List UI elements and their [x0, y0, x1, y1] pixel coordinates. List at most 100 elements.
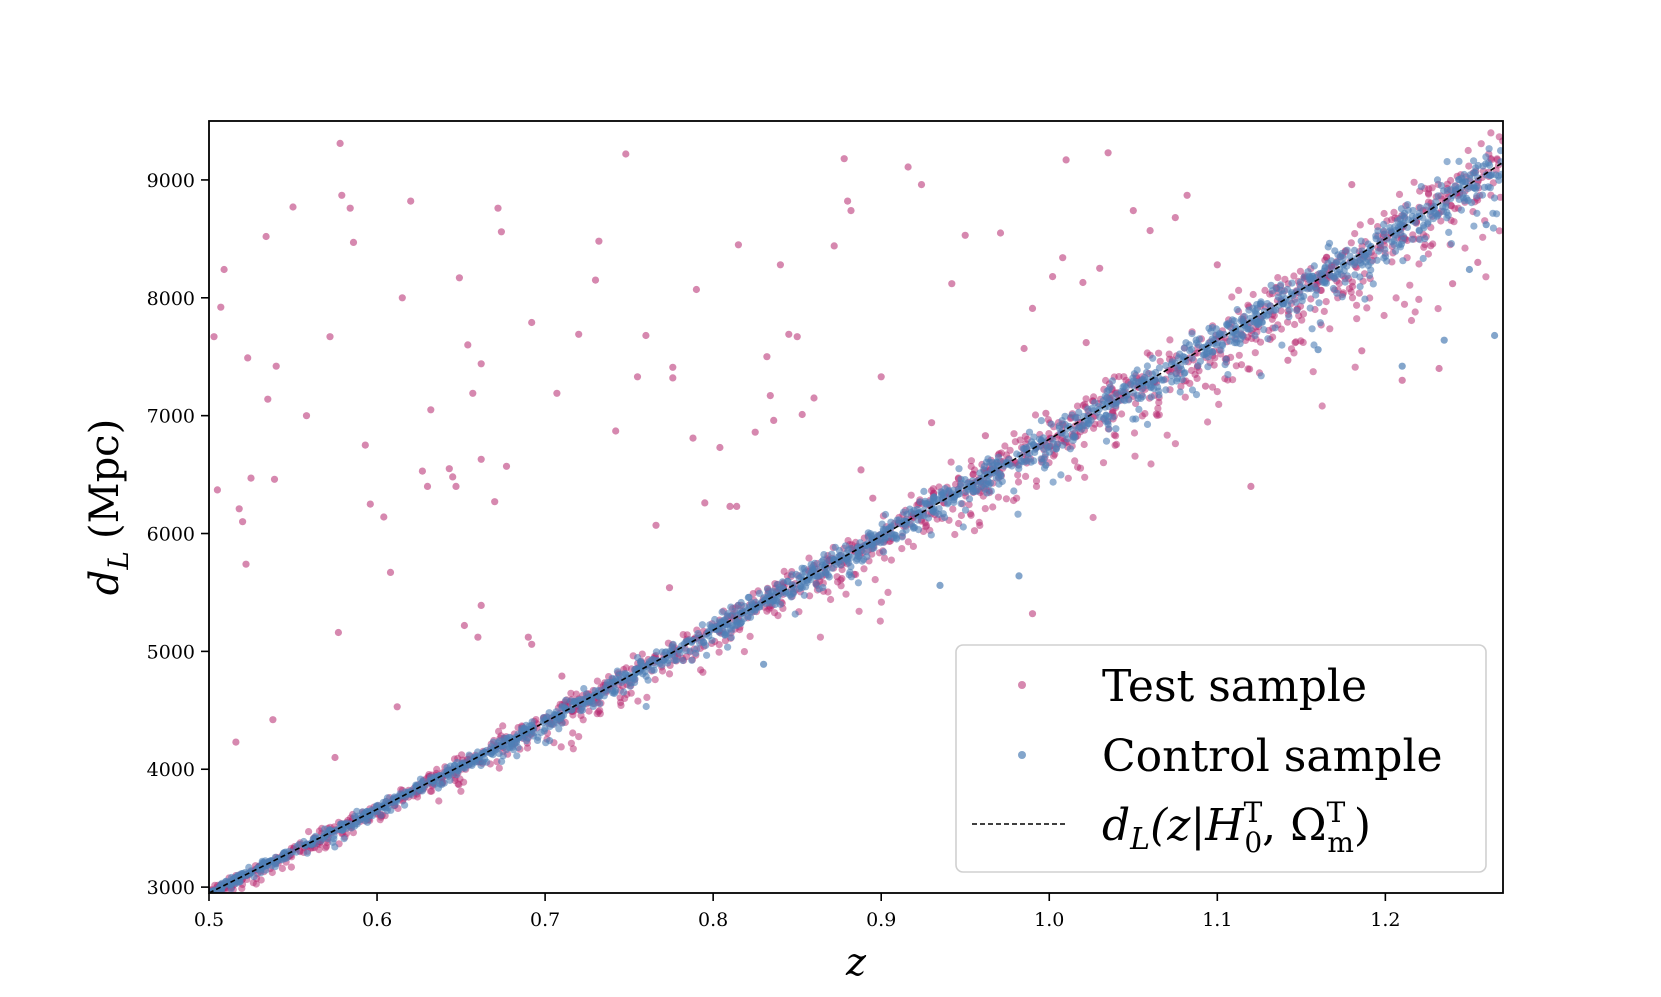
- control-sample-point: [613, 667, 622, 675]
- test-sample-point: [1261, 286, 1269, 294]
- control-sample-point: [1482, 160, 1490, 168]
- test-sample-point: [1014, 478, 1023, 486]
- test-sample-point: [593, 677, 602, 685]
- control-sample-point: [644, 676, 652, 684]
- control-sample-point: [1102, 417, 1110, 425]
- test-sample-outlier: [1146, 227, 1154, 235]
- y-axis-label-unit: (Mpc): [82, 419, 128, 539]
- control-sample-point: [443, 768, 451, 776]
- control-sample-point: [634, 654, 642, 662]
- test-sample-point: [1277, 325, 1285, 333]
- test-sample-point: [1487, 129, 1495, 137]
- control-sample-point: [1022, 444, 1030, 452]
- test-sample-point: [1177, 382, 1185, 390]
- test-sample-point: [1141, 410, 1149, 418]
- test-sample-outlier: [1348, 181, 1356, 189]
- control-sample-point: [1292, 298, 1300, 306]
- test-sample-point: [877, 598, 886, 606]
- test-sample-outlier: [633, 373, 642, 381]
- test-sample-outlier: [386, 568, 395, 577]
- test-sample-point: [833, 573, 841, 581]
- control-sample-point: [1233, 306, 1241, 314]
- test-sample-point: [1064, 474, 1072, 482]
- control-sample-point: [1218, 341, 1227, 349]
- test-sample-outlier: [1104, 149, 1112, 157]
- test-sample-point: [1415, 260, 1423, 268]
- control-sample-point: [1129, 415, 1137, 423]
- control-sample-point: [1045, 448, 1054, 456]
- control-sample-point: [965, 495, 974, 503]
- control-sample-point: [1239, 332, 1247, 340]
- test-sample-point: [257, 876, 265, 884]
- test-sample-outlier: [1042, 409, 1050, 417]
- control-sample-point: [1262, 312, 1270, 320]
- test-sample-point: [1392, 294, 1400, 302]
- test-sample-point: [806, 592, 814, 600]
- control-sample-point: [698, 621, 707, 629]
- control-sample-point: [664, 656, 672, 665]
- test-sample-point: [1014, 471, 1022, 479]
- control-sample-point: [1328, 264, 1336, 272]
- test-sample-point: [981, 505, 989, 513]
- control-sample-outlier: [1491, 331, 1499, 340]
- test-sample-outlier: [217, 303, 225, 311]
- test-sample-point: [1351, 230, 1359, 238]
- control-sample-point: [1121, 397, 1129, 405]
- control-sample-point: [1149, 354, 1157, 362]
- test-sample-point: [871, 576, 879, 584]
- control-sample-point: [465, 751, 473, 759]
- test-sample-point: [1407, 316, 1416, 325]
- control-sample-point: [1306, 304, 1314, 312]
- control-sample-point: [570, 698, 578, 706]
- control-sample-point: [961, 506, 970, 514]
- control-sample-point: [1066, 445, 1074, 453]
- control-sample-point: [1188, 330, 1196, 338]
- test-sample-outlier: [474, 633, 482, 641]
- control-sample-point: [427, 776, 435, 785]
- control-sample-point: [1240, 318, 1248, 326]
- test-sample-point: [1353, 315, 1361, 323]
- test-sample-outlier: [232, 738, 240, 746]
- control-sample-point: [1445, 228, 1453, 236]
- test-sample-outlier: [235, 505, 243, 513]
- control-sample-point: [1397, 222, 1405, 230]
- control-sample-point: [1192, 336, 1200, 344]
- control-sample-point: [957, 479, 965, 487]
- control-sample-point: [1176, 350, 1184, 358]
- control-sample-point: [1188, 386, 1197, 394]
- control-sample-point: [990, 465, 998, 473]
- control-sample-point: [1460, 197, 1469, 205]
- test-sample-point: [643, 693, 651, 702]
- control-sample-point: [596, 700, 604, 708]
- test-sample-outlier: [213, 486, 221, 494]
- test-sample-point: [907, 491, 915, 499]
- test-sample-point: [621, 694, 629, 703]
- control-sample-point: [1365, 271, 1374, 279]
- test-sample-point: [1181, 393, 1189, 401]
- test-sample-outlier: [763, 353, 771, 361]
- test-sample-outlier: [1059, 254, 1067, 262]
- control-sample-point: [1103, 387, 1111, 395]
- test-sample-point: [1009, 496, 1018, 505]
- test-sample-point: [699, 668, 707, 676]
- control-sample-point: [879, 525, 887, 534]
- control-sample-outlier: [1465, 265, 1473, 274]
- control-sample-point: [698, 634, 706, 642]
- svg-text:dL(Mpc): dL (Mpc): [82, 419, 135, 595]
- test-sample-outlier: [336, 139, 344, 147]
- legend-test-marker: [1018, 681, 1026, 689]
- control-sample-point: [434, 784, 442, 792]
- test-sample-point: [457, 787, 465, 795]
- test-sample-outlier: [393, 703, 401, 711]
- test-sample-point: [1318, 402, 1326, 410]
- test-sample-outlier: [494, 204, 502, 212]
- test-sample-outlier: [349, 238, 358, 246]
- control-sample-point: [1490, 194, 1499, 202]
- control-sample-point: [1155, 391, 1163, 399]
- test-sample-outlier: [701, 499, 709, 507]
- control-sample-point: [1176, 388, 1184, 396]
- control-sample-point: [1433, 212, 1441, 220]
- test-sample-outlier: [1474, 258, 1482, 266]
- control-sample-point: [528, 718, 536, 726]
- control-sample-point: [310, 835, 318, 843]
